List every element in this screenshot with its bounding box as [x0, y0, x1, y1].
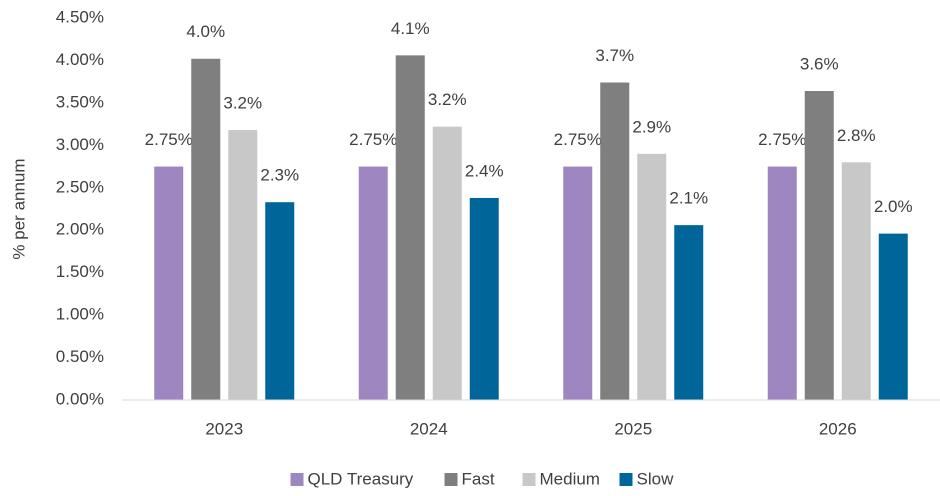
- bar: [395, 55, 425, 401]
- bar: [358, 166, 388, 400]
- data-label: 2.4%: [465, 161, 504, 180]
- data-label: 2.1%: [669, 189, 708, 208]
- y-tick-label: 1.00%: [56, 305, 104, 324]
- x-tick-label: 2025: [614, 419, 652, 438]
- x-tick-label: 2024: [410, 419, 448, 438]
- bar: [637, 153, 667, 400]
- bar: [469, 197, 499, 400]
- data-label: 3.2%: [428, 90, 467, 109]
- data-label: 2.0%: [874, 197, 913, 216]
- legend-swatch: [522, 473, 536, 486]
- y-tick-label: 4.00%: [56, 50, 104, 69]
- y-tick-label: 2.00%: [56, 220, 104, 239]
- data-label: 2.3%: [260, 166, 299, 185]
- data-label: 2.75%: [145, 130, 193, 149]
- y-axis-title: % per annum: [9, 158, 28, 259]
- bar: [563, 166, 593, 400]
- legend-swatch: [619, 473, 633, 486]
- bar: [804, 91, 834, 400]
- y-tick-label: 0.50%: [56, 347, 104, 366]
- bar: [265, 202, 295, 400]
- legend-swatch: [444, 473, 458, 486]
- data-label: 3.7%: [595, 46, 634, 65]
- bar: [191, 58, 221, 400]
- y-tick-label: 0.00%: [56, 389, 104, 408]
- y-tick-label: 2.50%: [56, 177, 104, 196]
- x-tick-label: 2026: [819, 419, 857, 438]
- y-tick-label: 3.00%: [56, 135, 104, 154]
- bar: [432, 126, 462, 400]
- data-label: 3.6%: [800, 54, 839, 73]
- data-label: 3.2%: [223, 94, 262, 113]
- y-tick-label: 3.50%: [56, 92, 104, 111]
- y-tick-label: 1.50%: [56, 262, 104, 281]
- bar: [154, 166, 184, 400]
- bar: [841, 162, 871, 400]
- legend-swatch: [290, 473, 304, 486]
- data-label: 2.75%: [554, 130, 602, 149]
- data-label: 2.8%: [837, 126, 876, 145]
- bar: [674, 225, 704, 400]
- x-tick-label: 2023: [205, 419, 243, 438]
- bar: [767, 166, 797, 400]
- data-label: 4.0%: [186, 22, 225, 41]
- data-label: 2.75%: [349, 130, 397, 149]
- legend-label: Fast: [462, 469, 495, 488]
- legend-label: Medium: [540, 469, 600, 488]
- bar: [600, 82, 630, 400]
- data-label: 2.9%: [632, 117, 671, 136]
- data-label: 2.75%: [758, 130, 806, 149]
- data-label: 4.1%: [391, 19, 430, 38]
- bar: [878, 233, 908, 400]
- legend-label: QLD Treasury: [308, 469, 414, 488]
- bar: [228, 130, 258, 400]
- y-tick-label: 4.50%: [56, 7, 104, 26]
- legend-label: Slow: [637, 469, 675, 488]
